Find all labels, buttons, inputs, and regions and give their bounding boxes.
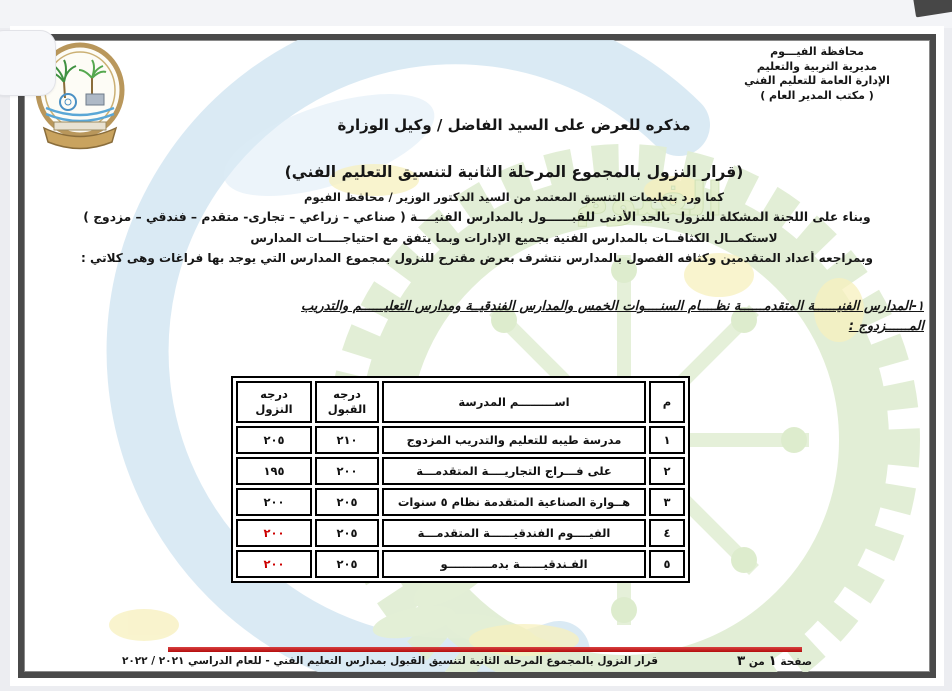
table-row: ١ مدرسة طيبه للتعليم والتدريب المزدوج ٢١… — [236, 426, 685, 454]
section-heading-line-2: المــــــزدوج : — [848, 319, 924, 334]
drop-grade: ٢٠٠ — [236, 488, 312, 516]
body-line-4: لاستكمــال الكثافــات بالمدارس الفنية بج… — [250, 231, 778, 245]
schools-table: م اســـــــــم المدرسة درجه القبول درجه … — [231, 376, 690, 583]
header-cell-number: م — [649, 381, 685, 423]
school-name: مدرسة طيبه للتعليم والتدريب المزدوج — [382, 426, 646, 454]
school-name: على فـــراج التجاريــــة المتقدمـــة — [382, 457, 646, 485]
header-cell-acceptance-grade: درجه القبول — [315, 381, 379, 423]
section-heading: ١-المدارس الفنيــــــة المتقدمــــــة نظ… — [30, 297, 924, 337]
document-page: الفيوم الفيوم محافظة الفيـــوم مديرية ال… — [10, 26, 944, 686]
body-line-3: وبناء على اللجنة المشكلة للنزول بالحد ال… — [83, 210, 871, 224]
acceptance-grade: ٢١٠ — [315, 426, 379, 454]
table-header-row: م اســـــــــم المدرسة درجه القبول درجه … — [236, 381, 685, 423]
header-cell-school-name: اســـــــــم المدرسة — [382, 381, 646, 423]
corner-overlay-card — [0, 30, 56, 96]
footer-document-title: قرار النزول بالمجموع المرحله الثانية لتن… — [121, 655, 659, 667]
table-row: ٥ الفـندقيــــــة بدمـــــــــــو ٢٠٥ ٢٠… — [236, 550, 685, 578]
org-line-administration: الإدارة العامة للتعليم الفني — [744, 74, 890, 87]
current-page-number: ١ — [768, 653, 777, 669]
org-line-office: ( مكتب المدير العام ) — [760, 88, 874, 102]
org-line-governorate: محافظة الفيـــوم — [770, 45, 864, 58]
drop-grade: ١٩٥ — [236, 457, 312, 485]
drop-grade: ٢٠٥ — [236, 426, 312, 454]
app-top-band — [0, 0, 952, 28]
school-name: الفيــــوم الفندقيــــــة المتقدمـــة — [382, 519, 646, 547]
total-page-number: ٣ — [736, 653, 746, 669]
row-number: ٢ — [649, 457, 685, 485]
acceptance-grade: ٢٠٥ — [315, 519, 379, 547]
header-cell-drop-grade: درجه النزول — [236, 381, 312, 423]
row-number: ١ — [649, 426, 685, 454]
decision-title: (قرار النزول بالمجموع المرحلة الثانية لت… — [284, 163, 744, 181]
table-row: ٤ الفيــــوم الفندقيــــــة المتقدمـــة … — [236, 519, 685, 547]
section-heading-line-1: ١-المدارس الفنيــــــة المتقدمــــــة نظ… — [301, 299, 924, 314]
memo-title: مذكره للعرض على السيد الفاضل / وكيل الوز… — [337, 116, 691, 134]
org-header: محافظة الفيـــوم مديرية التربية والتعليم… — [712, 45, 922, 103]
footer-red-separator-line — [168, 647, 802, 652]
page-label-prefix: صفحة — [780, 656, 812, 668]
row-number: ٤ — [649, 519, 685, 547]
table-row: ٣ هــوارة الصناعية المتقدمة نظام ٥ سنوات… — [236, 488, 685, 516]
org-line-directorate: مديرية التربية والتعليم — [756, 59, 878, 73]
row-number: ٣ — [649, 488, 685, 516]
table-row: ٢ على فـــراج التجاريــــة المتقدمـــة ٢… — [236, 457, 685, 485]
school-name: الفـندقيــــــة بدمـــــــــــو — [382, 550, 646, 578]
drop-grade: ٢٠٠ — [236, 550, 312, 578]
acceptance-grade: ٢٠٠ — [315, 457, 379, 485]
acceptance-grade: ٢٠٥ — [315, 550, 379, 578]
row-number: ٥ — [649, 550, 685, 578]
page-label-of: من — [748, 656, 765, 668]
page-number-label: صفحة ١ من ٣ — [737, 653, 812, 669]
body-line-5: وبمراجعه أعداد المتقدمين وكثافه الفصول ب… — [81, 251, 873, 265]
drop-grade: ٢٠٠ — [236, 519, 312, 547]
page-border-frame: الفيوم الفيوم محافظة الفيـــوم مديرية ال… — [18, 34, 936, 678]
body-line-2: كما ورد بتعليمات التنسيق المعتمد من السي… — [304, 190, 724, 204]
school-name: هــوارة الصناعية المتقدمة نظام ٥ سنوات — [382, 488, 646, 516]
acceptance-grade: ٢٠٥ — [315, 488, 379, 516]
